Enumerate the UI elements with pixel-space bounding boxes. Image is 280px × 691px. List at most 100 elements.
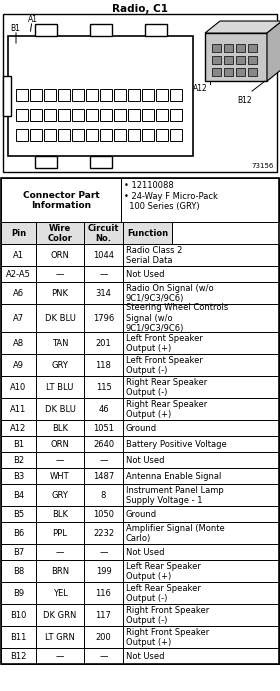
Bar — [236, 68, 245, 76]
Bar — [128, 109, 140, 121]
Text: A10: A10 — [10, 383, 27, 392]
Bar — [156, 89, 168, 101]
Text: Connector Part
Information: Connector Part Information — [23, 191, 99, 210]
Bar — [84, 436, 123, 452]
Bar — [84, 468, 123, 484]
Bar — [84, 522, 123, 545]
Bar — [36, 626, 84, 648]
Bar — [84, 648, 123, 664]
Bar — [1, 178, 121, 223]
Bar — [86, 129, 98, 141]
Bar — [1, 244, 36, 266]
Bar — [3, 76, 11, 116]
Bar — [16, 129, 28, 141]
Text: Antenna Enable Signal: Antenna Enable Signal — [126, 472, 221, 481]
Bar — [123, 304, 279, 332]
Bar — [72, 89, 84, 101]
Bar — [84, 354, 123, 376]
Bar — [123, 398, 279, 420]
Bar — [86, 89, 98, 101]
Bar — [123, 604, 279, 626]
Bar — [123, 332, 279, 354]
Bar — [1, 468, 36, 484]
Text: B12: B12 — [238, 96, 252, 105]
Bar — [36, 244, 84, 266]
Text: Left Front Speaker
Output (+): Left Front Speaker Output (+) — [126, 334, 203, 353]
Bar — [1, 522, 36, 545]
Bar — [35, 156, 57, 168]
Text: —: — — [56, 652, 64, 661]
Bar — [1, 604, 36, 626]
Bar — [36, 545, 84, 560]
Text: B3: B3 — [13, 472, 24, 481]
Bar — [36, 507, 84, 522]
Bar — [36, 420, 84, 436]
Text: 2640: 2640 — [93, 439, 114, 448]
Text: Circuit
No.: Circuit No. — [88, 223, 119, 243]
Bar — [84, 484, 123, 507]
Text: A11: A11 — [10, 405, 27, 414]
Bar — [142, 89, 154, 101]
Text: LT GRN: LT GRN — [45, 633, 75, 642]
Bar — [36, 468, 84, 484]
Text: Ground: Ground — [126, 424, 157, 433]
Text: A6: A6 — [13, 289, 24, 298]
Text: Not Used: Not Used — [126, 269, 165, 278]
Bar — [123, 507, 279, 522]
Bar — [248, 56, 257, 64]
Text: —: — — [56, 548, 64, 557]
Text: A8: A8 — [13, 339, 24, 348]
Bar — [16, 89, 28, 101]
Text: A9: A9 — [13, 361, 24, 370]
Bar — [72, 109, 84, 121]
Text: B7: B7 — [13, 548, 24, 557]
Bar — [58, 109, 70, 121]
Bar — [36, 332, 84, 354]
Text: 314: 314 — [95, 289, 111, 298]
Text: 200: 200 — [96, 633, 111, 642]
Text: Left Rear Speaker
Output (-): Left Rear Speaker Output (-) — [126, 583, 201, 603]
Bar — [1, 484, 36, 507]
Bar — [1, 507, 36, 522]
Bar — [44, 129, 56, 141]
Text: Radio, C1: Radio, C1 — [112, 4, 168, 14]
Text: A12: A12 — [193, 84, 207, 93]
Bar — [123, 545, 279, 560]
Bar — [114, 109, 126, 121]
Text: Not Used: Not Used — [126, 548, 165, 557]
Text: A12: A12 — [10, 424, 27, 433]
Text: Left Front Speaker
Output (-): Left Front Speaker Output (-) — [126, 355, 203, 375]
Bar — [123, 436, 279, 452]
Bar — [123, 626, 279, 648]
Text: —: — — [99, 652, 108, 661]
Bar — [205, 33, 267, 81]
Text: GRY: GRY — [52, 361, 68, 370]
Text: Instrument Panel Lamp
Supply Voltage - 1: Instrument Panel Lamp Supply Voltage - 1 — [126, 486, 224, 505]
Bar — [123, 376, 279, 398]
Text: B1: B1 — [10, 23, 20, 32]
Text: Right Front Speaker
Output (+): Right Front Speaker Output (+) — [126, 627, 209, 647]
Bar — [114, 129, 126, 141]
Text: BRN: BRN — [51, 567, 69, 576]
Text: LT BLU: LT BLU — [46, 383, 74, 392]
Text: B2: B2 — [13, 455, 24, 465]
Bar — [123, 223, 172, 244]
Text: 1051: 1051 — [93, 424, 114, 433]
Text: B1: B1 — [13, 439, 24, 448]
Bar — [123, 452, 279, 468]
Text: BLK: BLK — [52, 510, 68, 519]
Bar — [44, 109, 56, 121]
Bar — [1, 282, 36, 304]
Text: • 12110088
• 24-Way F Micro-Pack
  100 Series (GRY): • 12110088 • 24-Way F Micro-Pack 100 Ser… — [124, 181, 218, 211]
Text: BLK: BLK — [52, 424, 68, 433]
Text: Pin: Pin — [11, 229, 26, 238]
Text: PNK: PNK — [52, 289, 69, 298]
Bar — [170, 129, 182, 141]
Bar — [170, 89, 182, 101]
Text: B4: B4 — [13, 491, 24, 500]
Text: DK GRN: DK GRN — [43, 611, 77, 620]
Bar — [36, 304, 84, 332]
Text: B10: B10 — [10, 611, 27, 620]
Bar — [123, 484, 279, 507]
Bar — [84, 420, 123, 436]
